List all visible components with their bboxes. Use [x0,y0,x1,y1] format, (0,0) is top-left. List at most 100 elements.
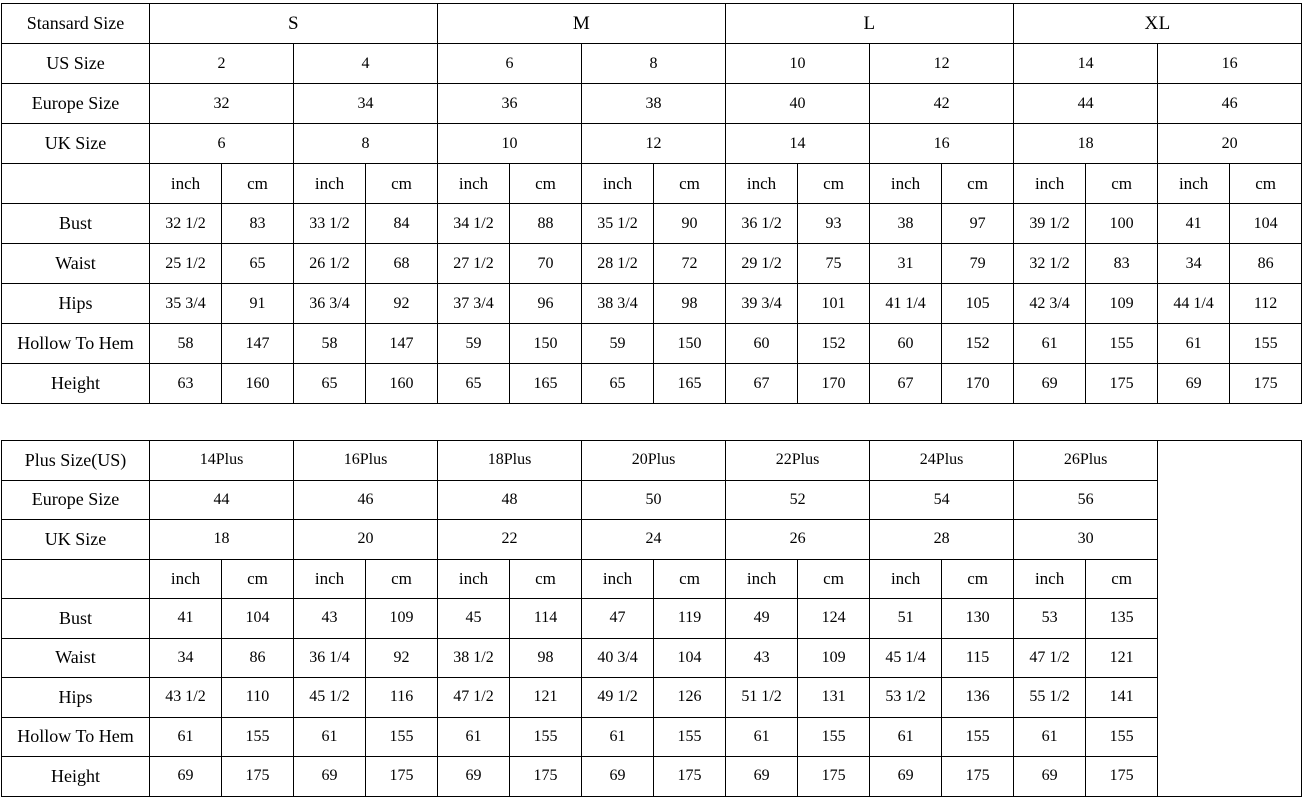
measurement-value: 35 1/2 [581,203,655,244]
measurement-value: 59 [581,323,655,364]
measurement-value: 47 [581,598,655,639]
measurement-value: 88 [509,203,583,244]
us-size-value: 14 [1013,43,1159,84]
measurement-value: 175 [1085,756,1159,797]
measurement-value: 155 [1085,716,1159,757]
measurement-value: 75 [797,243,871,284]
europe-size-value: 52 [725,479,871,520]
measurement-value: 152 [941,323,1015,364]
unit-header-inch: inch [725,163,799,204]
measurement-value: 36 1/2 [725,203,799,244]
measurement-value: 63 [149,363,222,404]
measurement-value: 92 [365,637,439,678]
measurement-value: 68 [364,243,439,284]
measurement-value: 155 [1085,323,1159,364]
plus-size-header: 18Plus [437,440,583,481]
measurement-value: 61 [1013,716,1087,757]
uk-size-value: 6 [149,123,294,164]
uk-size-value: 8 [292,123,439,164]
measurement-value: 69 [1013,363,1087,404]
us-size-value: 4 [292,43,439,84]
measurement-value: 45 1/2 [293,677,367,718]
measurement-value: 175 [509,756,583,797]
measurement-label: Height [1,756,150,797]
empty-cell [1157,440,1302,797]
plus-size-header: 16Plus [293,440,439,481]
measurement-value: 34 [1157,243,1231,284]
unit-header-cm: cm [941,558,1015,599]
measurement-value: 32 1/2 [149,203,222,244]
measurement-value: 101 [797,283,871,324]
measurement-value: 175 [653,756,727,797]
unit-header-inch: inch [149,558,222,599]
measurement-value: 121 [1085,637,1159,678]
europe-size-value: 32 [149,83,294,124]
measurement-value: 175 [220,756,295,797]
measurement-value: 112 [1229,283,1302,324]
measurement-value: 116 [365,677,439,718]
measurement-label: Bust [1,598,150,639]
table-row: Waist 34 86 36 1/4 92 38 1/2 98 40 3/4 104 43 109 4… [1,637,1302,678]
measurement-value: 31 [869,243,943,284]
measurement-value: 37 3/4 [437,283,511,324]
measurement-value: 155 [509,716,583,757]
us-size-value: 2 [149,43,294,84]
measurement-value: 34 1/2 [437,203,511,244]
measurement-label: Hollow To Hem [1,716,150,757]
measurement-value: 61 [869,716,943,757]
table-row: UK Size 18 20 22 24 26 28 30 [1,519,1302,560]
unit-header-inch: inch [437,163,511,204]
measurement-value: 29 1/2 [725,243,799,284]
table-row: Hips 43 1/2 110 45 1/2 116 47 1/2 121 49 1/2 126… [1,677,1302,718]
measurement-value: 61 [437,716,511,757]
unit-header-inch: inch [725,558,799,599]
uk-size-value: 18 [148,519,295,560]
europe-size-value: 42 [869,83,1015,124]
measurement-value: 39 1/2 [1013,203,1087,244]
europe-size-value: 46 [293,479,439,520]
measurement-value: 39 3/4 [725,283,799,324]
measurement-value: 43 [725,637,799,678]
unit-header-cm: cm [365,558,439,599]
measurement-value: 69 [1013,756,1087,797]
unit-header-cm: cm [221,163,294,204]
measurement-value: 33 1/2 [293,203,366,244]
table-row: Europe Size 44 46 48 50 52 54 56 [1,479,1302,520]
measurement-value: 155 [1229,323,1302,364]
measurement-value: 91 [221,283,294,324]
unit-header-inch: inch [149,163,222,204]
unit-header-cm: cm [653,163,727,204]
measurement-value: 35 3/4 [149,283,222,324]
measurement-value: 61 [725,716,799,757]
uk-size-value: 20 [293,519,439,560]
measurement-value: 155 [941,716,1015,757]
measurement-value: 175 [1085,363,1159,404]
unit-header-inch: inch [581,558,655,599]
measurement-value: 170 [797,363,871,404]
size-group-header: S [148,3,439,44]
size-group-header: XL [1013,3,1302,44]
measurement-value: 58 [293,323,366,364]
plus-size-header: 26Plus [1013,440,1159,481]
standard-size-table: Stansard Size S M L XL US Size 2 4 6 8 10 12 14 16 Eur… [1,3,1302,404]
table-row: Height 69 175 69 175 69 175 69 175 69 175 69 175 69 17… [1,756,1302,797]
measurement-value: 121 [509,677,583,718]
uk-size-value: 22 [437,519,583,560]
uk-size-value: 28 [869,519,1015,560]
measurement-value: 69 [1157,363,1231,404]
us-size-value: 16 [1157,43,1302,84]
measurement-value: 155 [365,716,439,757]
measurement-value: 124 [797,598,871,639]
measurement-value: 65 [581,363,655,404]
uk-size-value: 20 [1157,123,1302,164]
measurement-value: 104 [220,598,295,639]
measurement-value: 69 [149,756,222,797]
measurement-value: 61 [293,716,367,757]
europe-size-value: 36 [437,83,583,124]
measurement-value: 109 [797,637,871,678]
unit-header-corner [1,163,150,204]
uk-size-value: 24 [581,519,727,560]
measurement-value: 104 [1229,203,1302,244]
measurement-value: 98 [653,283,727,324]
uk-size-value: 26 [725,519,871,560]
